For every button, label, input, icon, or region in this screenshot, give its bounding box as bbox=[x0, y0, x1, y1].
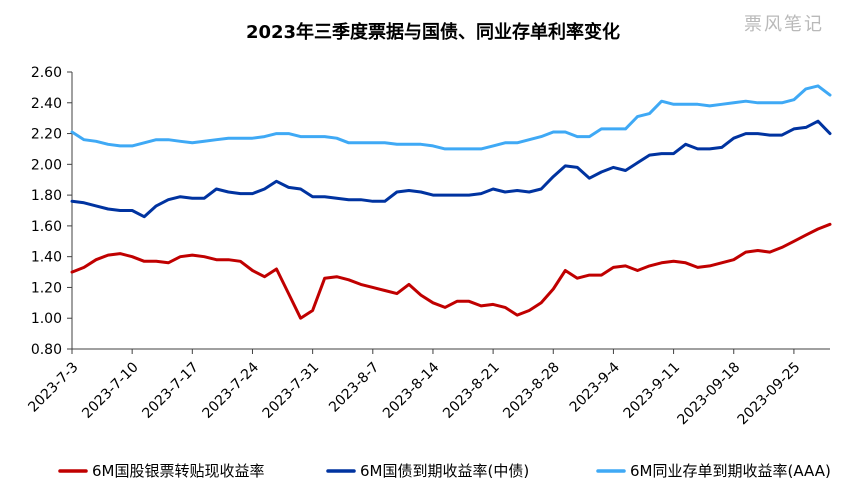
legend-label-1: 6M国债到期收益率(中债) bbox=[360, 462, 529, 480]
x-tick-label: 2023-8-7 bbox=[326, 359, 382, 415]
series-line-2 bbox=[70, 84, 832, 151]
x-tick-label: 2023-7-24 bbox=[200, 359, 263, 422]
y-tick-label: 1.00 bbox=[31, 311, 62, 327]
x-tick-label: 2023-7-31 bbox=[260, 359, 323, 422]
watermark: 票风笔记 bbox=[744, 14, 824, 35]
axes: 0.80 1.00 1.20 1.40 1.60 1.80 2.00 2.20 2.40 2.60… bbox=[25, 65, 830, 428]
x-tick-label: 2023-7-3 bbox=[25, 359, 81, 415]
y-tick-label: 1.20 bbox=[31, 280, 62, 296]
series-layer bbox=[70, 84, 832, 320]
y-tick-label: 1.40 bbox=[31, 250, 62, 266]
chart-title: 2023年三季度票据与国债、同业存单利率变化 bbox=[246, 21, 620, 43]
x-tick-label: 2023-9-4 bbox=[567, 359, 623, 415]
legend-label-0: 6M国股银票转贴现收益率 bbox=[92, 462, 265, 480]
legend-label-2: 6M同业存单到期收益率(AAA) bbox=[630, 462, 831, 480]
y-tick-label: 1.60 bbox=[31, 219, 62, 235]
y-tick-label: 0.80 bbox=[31, 342, 62, 358]
x-tick-label: 2023-9-11 bbox=[621, 359, 684, 422]
y-tick-label: 2.60 bbox=[31, 65, 62, 81]
x-tick-label: 2023-8-28 bbox=[500, 359, 563, 422]
y-tick-label: 2.00 bbox=[31, 157, 62, 173]
x-tick-label: 2023-8-14 bbox=[380, 359, 443, 422]
legend: 6M国股银票转贴现收益率 6M国债到期收益率(中债) 6M同业存单到期收益率(AAA… bbox=[58, 462, 831, 480]
x-tick-label: 2023-09-25 bbox=[735, 359, 804, 428]
x-tick-label: 2023-09-18 bbox=[675, 359, 744, 428]
x-tick-label: 2023-7-17 bbox=[139, 359, 202, 422]
y-tick-label: 2.40 bbox=[31, 96, 62, 112]
y-tick-label: 2.20 bbox=[31, 127, 62, 143]
series-line-0 bbox=[70, 222, 832, 320]
series-line-1 bbox=[70, 119, 832, 219]
x-tick-label: 2023-7-10 bbox=[79, 359, 142, 422]
y-tick-label: 1.80 bbox=[31, 188, 62, 204]
x-tick-label: 2023-8-21 bbox=[440, 359, 503, 422]
